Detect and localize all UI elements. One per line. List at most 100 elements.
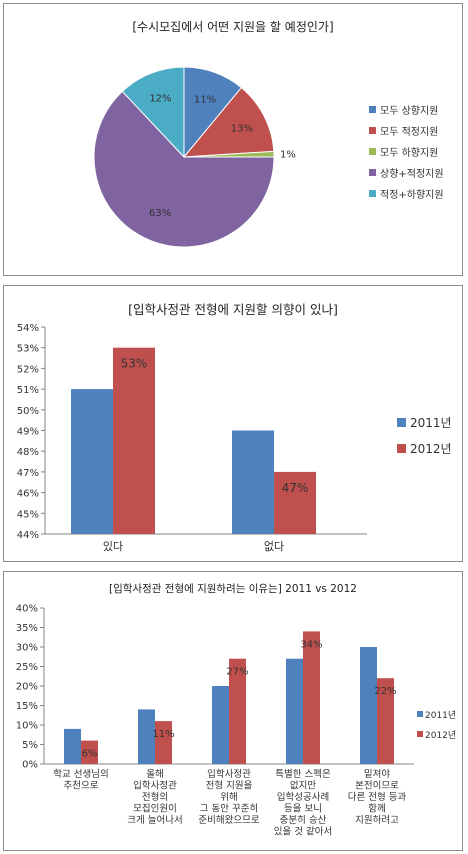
legend-swatch — [397, 418, 406, 427]
bar-data-label: 47% — [282, 481, 309, 495]
pie-slice — [182, 86, 275, 158]
bar — [155, 721, 172, 764]
bar-data-label: 22% — [374, 686, 396, 697]
legend-swatch — [417, 711, 423, 717]
y-tick-label: 44% — [17, 530, 39, 541]
legend-swatch — [369, 169, 376, 176]
x-category-label: 지원하려고 — [355, 814, 399, 826]
x-category-label: 특별한 스펙은 — [275, 769, 331, 780]
legend-swatch — [369, 106, 376, 113]
intention-chart-panel: [입학사정관 전형에 지원할 의향이 있나] 44% 45% 46% 47% 48% 49… — [3, 285, 463, 562]
x-category-label: 위해 — [220, 791, 237, 803]
legend-swatch — [369, 148, 376, 155]
x-category-label: 충분히 승산 — [280, 815, 327, 826]
legend-label: 2011년 — [425, 710, 456, 721]
y-tick-label: 50% — [17, 406, 39, 417]
reason-chart-panel: [입학사정관 전형에 지원하려는 이유는] 2011 vs 2012 0% 5% 1… — [3, 571, 463, 851]
legend-label: 상향+적정지원 — [380, 168, 444, 180]
bar-data-label: 27% — [226, 667, 248, 678]
x-category-label: 없다 — [264, 540, 284, 553]
x-category-label: 없지만 — [290, 780, 316, 792]
legend-swatch — [417, 731, 423, 737]
y-tick-label: 46% — [17, 489, 39, 500]
intention-bar-chart: 44% 45% 46% 47% 48% 49% 50% 51% 52% 53% 54% 53% 있다 47… — [17, 323, 452, 553]
pie-slice-label: 12% — [149, 93, 171, 104]
x-category-label: 추천으로 — [64, 781, 99, 792]
y-tick-label: 25% — [16, 662, 38, 673]
bar — [360, 647, 377, 764]
pie-slice-label: 13% — [231, 123, 253, 134]
y-tick-label: 47% — [17, 468, 39, 479]
bar — [138, 709, 155, 764]
y-tick-label: 51% — [17, 385, 39, 396]
y-tick-label: 49% — [17, 427, 39, 438]
bar — [71, 389, 113, 534]
y-tick-label: 5% — [22, 740, 38, 751]
intention-chart-title: [입학사정관 전형에 지원할 의향이 있나] — [128, 302, 338, 317]
bar — [286, 658, 303, 764]
bar — [303, 631, 320, 764]
pie-chart-title: [수시모집에서 어떤 지원을 할 예정인가] — [132, 20, 334, 34]
bar — [377, 678, 394, 764]
bar — [232, 430, 274, 534]
legend-label: 적정+하향지원 — [380, 188, 444, 201]
x-category-label: 입학사정관 — [133, 780, 177, 792]
x-category-label: 다른 전형 등과 — [348, 792, 407, 803]
legend-swatch — [369, 127, 376, 134]
x-category-label: 올해 — [146, 768, 163, 780]
legend-swatch — [397, 444, 406, 453]
y-tick-label: 10% — [16, 721, 38, 732]
legend-label: 모두 적정지원 — [380, 126, 438, 138]
bar-data-label: 11% — [152, 729, 174, 740]
x-category-label: 준비해왔으므로 — [198, 814, 259, 826]
x-category-label: 있을 것 같아서 — [274, 826, 332, 838]
y-tick-label: 48% — [17, 447, 39, 458]
x-category-label: 모집인원이 — [133, 803, 177, 815]
pie-slice-label: 63% — [149, 208, 171, 219]
x-category-label: 그 동안 꾸준히 — [200, 804, 258, 815]
y-tick-label: 30% — [16, 643, 38, 654]
pie-slice — [93, 90, 275, 248]
legend-label: 2011년 — [410, 416, 452, 430]
x-category-label: 밑져야 — [364, 768, 390, 780]
y-tick-label: 15% — [16, 701, 38, 712]
bar — [113, 347, 155, 534]
bar-data-label: 34% — [300, 639, 322, 650]
pie-slice-label: 11% — [194, 95, 216, 106]
y-tick-label: 54% — [17, 323, 39, 334]
pie-slice — [121, 66, 185, 159]
legend-swatch — [369, 190, 376, 197]
y-tick-label: 53% — [17, 344, 39, 355]
y-tick-label: 45% — [17, 509, 39, 520]
x-category-label: 있다 — [103, 540, 123, 553]
x-category-label: 함께 — [368, 804, 385, 815]
bar — [212, 686, 229, 764]
y-tick-label: 35% — [16, 623, 38, 634]
pie-slice-label: 1% — [280, 150, 296, 161]
x-category-label: 학교 선생님의 — [53, 769, 108, 780]
pie-chart-panel: [수시모집에서 어떤 지원을 할 예정인가] 11% 13% 1% 63% 12% 모두 … — [3, 3, 463, 276]
x-category-label: 입학사정관 — [207, 768, 251, 780]
bar — [81, 740, 98, 764]
legend-label: 2012년 — [425, 730, 456, 741]
bar — [229, 658, 246, 764]
y-tick-label: 52% — [17, 364, 39, 375]
x-category-label: 전형 지원을 — [206, 781, 253, 792]
x-category-label: 크게 늘어나서 — [127, 815, 182, 826]
legend-label: 모두 상향지원 — [380, 105, 438, 117]
bar — [64, 728, 81, 764]
y-tick-label: 20% — [16, 682, 38, 693]
reason-chart-title: [입학사정관 전형에 지원하려는 이유는] 2011 vs 2012 — [109, 583, 357, 595]
bar — [274, 471, 316, 534]
y-tick-label: 40% — [16, 604, 38, 615]
x-category-label: 전형의 — [142, 792, 168, 803]
bar-data-label: 6% — [82, 749, 98, 760]
x-category-label: 입학성공사례 — [277, 791, 329, 803]
legend-label: 2012년 — [410, 442, 452, 456]
bar-data-label: 53% — [121, 357, 148, 371]
y-tick-label: 0% — [22, 760, 38, 771]
x-category-label: 등을 보니 — [284, 804, 322, 815]
x-category-label: 본전이므로 — [355, 781, 399, 792]
legend-label: 모두 하향지원 — [380, 146, 438, 159]
